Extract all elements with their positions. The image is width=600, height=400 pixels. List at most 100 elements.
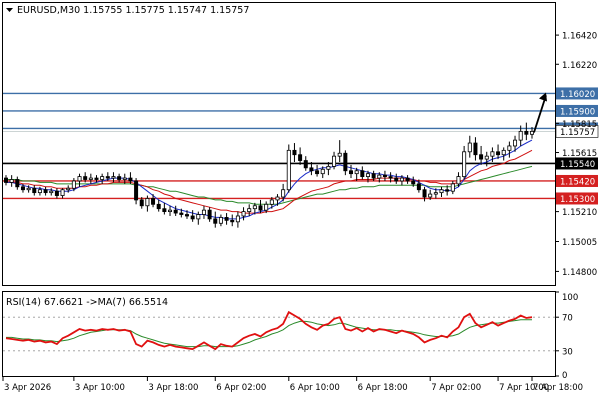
candle-body <box>258 205 263 211</box>
candle <box>518 125 523 146</box>
candles <box>4 122 535 228</box>
candle-body <box>100 176 105 180</box>
level-label-box <box>556 192 598 205</box>
candle <box>281 183 286 202</box>
candle <box>60 188 65 199</box>
candle-body <box>399 177 404 182</box>
candle-body <box>332 155 337 167</box>
candle <box>71 178 76 192</box>
candle-body <box>320 168 325 175</box>
level-label-box <box>556 157 598 170</box>
candle <box>303 156 308 171</box>
price-tick-label: 1.16220 <box>562 61 597 71</box>
level-label: 1.15420 <box>560 177 595 187</box>
candle-body <box>298 154 303 161</box>
candle-body <box>105 176 110 179</box>
rsi-line <box>5 310 533 351</box>
price-tick-label: 1.15615 <box>562 149 597 159</box>
time-tick-label: 6 Apr 02:00 <box>216 383 266 393</box>
candle-body <box>292 149 297 156</box>
candle <box>422 186 427 202</box>
dropdown-triangle-icon[interactable] <box>6 8 13 12</box>
candle-body <box>184 214 189 217</box>
rsi-indicator: 100 70 30 0 <box>3 291 578 381</box>
candle <box>252 202 257 215</box>
rsi-tick-label: 100 <box>562 293 578 303</box>
ma-mid-line <box>6 149 533 214</box>
candle <box>196 211 201 225</box>
candle <box>94 175 99 183</box>
time-axis: 3 Apr 2026 3 Apr 10:00 3 Apr 18:00 6 Apr 02… <box>2 377 583 393</box>
candle-body <box>26 187 31 191</box>
time-tick-label: 6 Apr 18:00 <box>358 383 408 393</box>
candle <box>207 207 212 222</box>
candle-body <box>71 180 76 189</box>
candle-body <box>43 189 48 194</box>
candle-body <box>213 218 218 224</box>
candle <box>128 172 133 184</box>
candle <box>371 170 376 181</box>
time-tick-label: 7 Apr 02:00 <box>431 383 481 393</box>
candle-body <box>168 209 173 213</box>
price-axis: 1.16420 1.16220 1.15815 1.15615 1.15210 1.150… <box>555 32 597 278</box>
candle <box>184 210 189 219</box>
candle <box>88 173 93 184</box>
candle <box>405 175 410 184</box>
candle-body <box>134 180 139 201</box>
candle-body <box>4 177 9 183</box>
candle <box>9 175 14 187</box>
candle-body <box>66 187 71 191</box>
candle <box>524 122 529 141</box>
candle-body <box>428 193 433 198</box>
candle <box>365 170 370 183</box>
ma-fast-line <box>6 139 533 220</box>
candle <box>275 194 280 206</box>
candle-body <box>218 217 223 224</box>
price-tick-label: 1.15210 <box>562 208 597 218</box>
candle-body <box>37 189 42 194</box>
candle-body <box>162 208 167 213</box>
candle <box>213 211 218 228</box>
arrow-shaft <box>533 95 547 133</box>
candle <box>32 185 37 196</box>
candle <box>247 204 252 216</box>
candle-body <box>275 196 280 201</box>
candle-body <box>88 177 93 180</box>
level-label: 1.16020 <box>560 90 595 100</box>
candle <box>513 135 518 152</box>
candle <box>411 176 416 187</box>
candle <box>484 151 489 167</box>
candle <box>309 162 314 176</box>
price-pane-frame <box>2 2 556 286</box>
time-tick-label: 3 Apr 2026 <box>4 383 51 393</box>
candle <box>190 210 195 222</box>
candle-body <box>190 215 195 220</box>
candle-body <box>490 151 495 157</box>
candle <box>490 147 495 163</box>
candle-body <box>230 219 235 223</box>
level-label-box <box>556 104 598 117</box>
candle-body <box>315 170 320 175</box>
candle-body <box>484 155 489 160</box>
candle-body <box>54 190 59 196</box>
candle <box>37 186 42 196</box>
candle-body <box>530 130 535 135</box>
candle-body <box>360 170 365 177</box>
candle-body <box>111 176 116 179</box>
candle-body <box>496 151 501 156</box>
candle <box>4 175 9 186</box>
candle <box>235 211 240 228</box>
candle-body <box>286 149 291 191</box>
candle <box>264 201 269 214</box>
candle <box>298 147 303 165</box>
candle-body <box>479 154 484 160</box>
candle-body <box>224 217 229 221</box>
candle-body <box>507 145 512 151</box>
candle <box>394 173 399 184</box>
candle <box>20 183 25 193</box>
candle <box>462 145 467 180</box>
candle-body <box>467 142 472 153</box>
candle-body <box>151 198 156 205</box>
